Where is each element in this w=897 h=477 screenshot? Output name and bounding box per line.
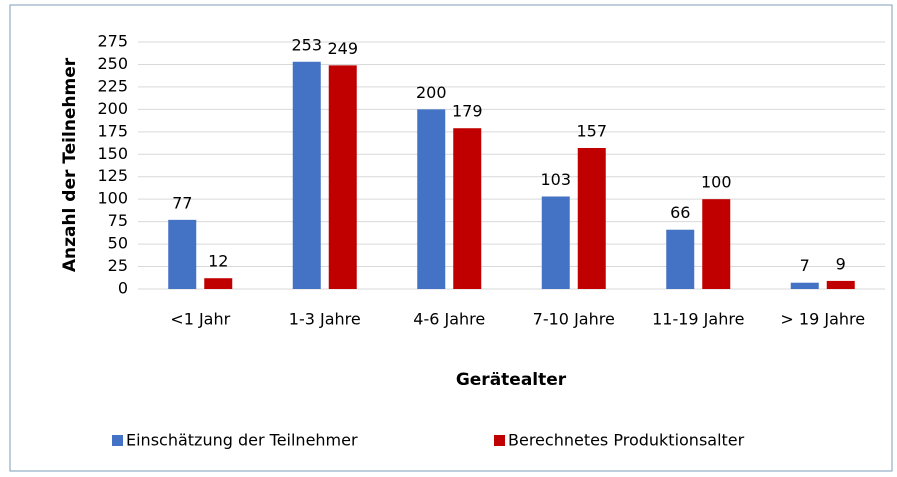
data-label: 157 [576, 121, 607, 140]
y-tick-label: 225 [97, 76, 128, 95]
data-label: 9 [836, 254, 846, 273]
x-tick-label: 1-3 Jahre [289, 310, 361, 329]
data-label: 100 [701, 173, 732, 192]
legend-swatch [112, 435, 123, 446]
data-label: 66 [670, 203, 690, 222]
y-tick-label: 25 [108, 256, 128, 275]
x-tick-label: 7-10 Jahre [533, 310, 615, 329]
data-label: 179 [452, 102, 483, 121]
bar [292, 61, 321, 290]
bar [204, 278, 233, 289]
y-tick-label: 75 [108, 211, 128, 230]
x-tick-label: > 19 Jahre [780, 310, 865, 329]
data-label: 77 [172, 193, 192, 212]
y-tick-label: 175 [97, 121, 128, 140]
y-tick-label: 125 [97, 166, 128, 185]
bar [702, 199, 731, 289]
legend-swatch [494, 435, 505, 446]
bar [328, 65, 357, 290]
bar [826, 280, 855, 289]
legend-label: Einschätzung der Teilnehmer [126, 431, 358, 450]
data-label: 103 [540, 170, 571, 189]
chart-frame [9, 4, 893, 472]
data-label: 249 [327, 39, 358, 58]
bar [790, 282, 819, 289]
y-tick-label: 50 [108, 234, 128, 253]
x-tick-label: 11-19 Jahre [652, 310, 744, 329]
y-axis-title: Anzahl der Teilnehmer [60, 57, 80, 272]
data-label: 253 [291, 35, 322, 54]
bar [168, 219, 197, 289]
y-tick-label: 150 [97, 144, 128, 163]
y-tick-label: 100 [97, 189, 128, 208]
data-label: 200 [416, 83, 447, 102]
y-tick-label: 0 [118, 279, 128, 298]
bar [541, 196, 570, 289]
bar [417, 109, 446, 289]
bar [453, 128, 482, 289]
bar [666, 229, 695, 289]
y-tick-label: 200 [97, 99, 128, 118]
x-tick-label: <1 Jahr [170, 310, 230, 329]
y-tick-label: 250 [97, 54, 128, 73]
y-tick-label: 275 [97, 32, 128, 51]
x-axis-title: Gerätealter [456, 370, 567, 390]
legend-label: Berechnetes Produktionsalter [508, 431, 745, 450]
x-tick-label: 4-6 Jahre [413, 310, 485, 329]
data-label: 7 [800, 256, 810, 275]
data-label: 12 [208, 252, 228, 271]
bar [577, 147, 606, 289]
